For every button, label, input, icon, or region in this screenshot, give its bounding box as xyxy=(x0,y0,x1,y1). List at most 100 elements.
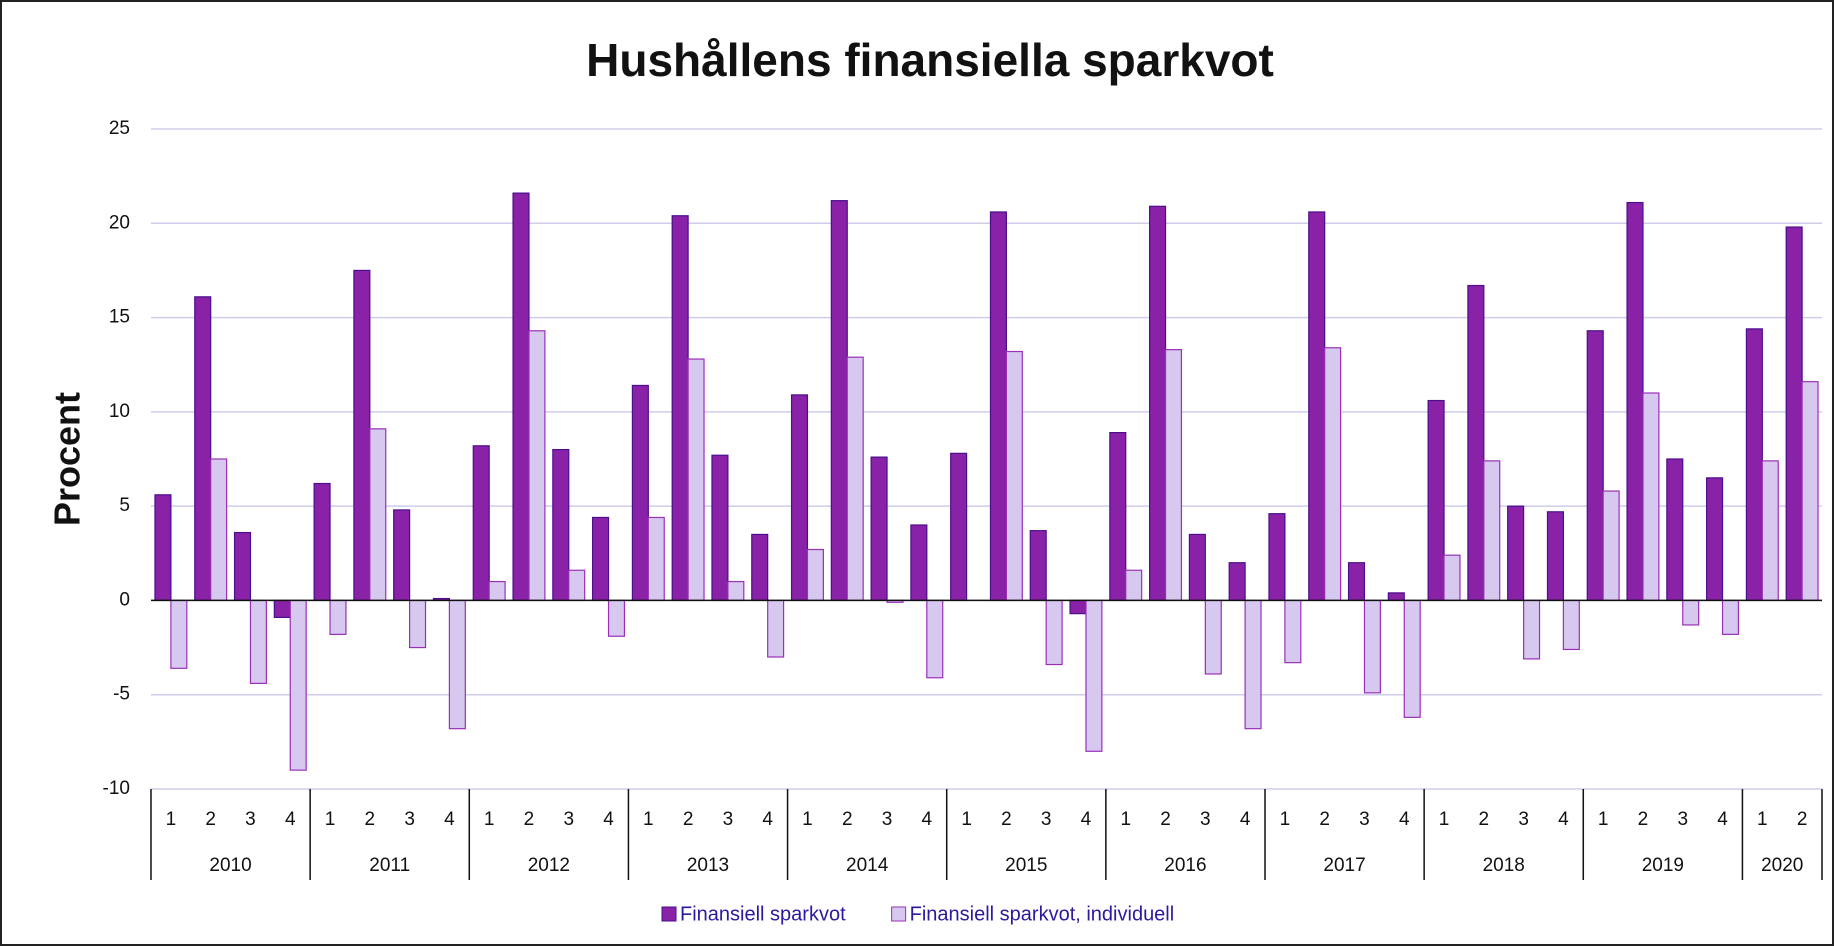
bar xyxy=(926,599,944,679)
x-tick-label: 1 xyxy=(643,809,654,830)
bar xyxy=(1761,460,1779,602)
legend-swatch xyxy=(661,906,677,922)
chart-title: Hushållens finansiella sparkvot xyxy=(586,34,1274,86)
bar xyxy=(647,516,665,602)
bar xyxy=(1085,599,1103,752)
bar xyxy=(607,599,626,637)
y-axis-label: Procent xyxy=(47,392,88,526)
bar xyxy=(409,599,427,649)
x-group-label: 2010 xyxy=(209,855,251,876)
x-group-label: 2020 xyxy=(1761,855,1803,876)
legend-swatch xyxy=(891,906,907,922)
x-tick-label: 3 xyxy=(1677,809,1688,830)
x-tick-label: 3 xyxy=(1359,809,1370,830)
bar xyxy=(1721,599,1740,635)
bar xyxy=(1204,599,1222,675)
bar xyxy=(1546,511,1564,602)
bar xyxy=(1387,592,1405,602)
bar xyxy=(154,494,172,602)
bar xyxy=(910,524,928,602)
bar xyxy=(552,448,570,602)
bar xyxy=(528,330,546,602)
bar xyxy=(711,454,729,602)
x-tick-label: 1 xyxy=(484,809,495,830)
bar xyxy=(1467,284,1485,602)
bar xyxy=(1801,381,1819,602)
x-tick-label: 4 xyxy=(285,809,296,830)
bar xyxy=(1284,599,1302,664)
x-tick-label: 3 xyxy=(563,809,574,830)
x-tick-label: 2 xyxy=(1160,809,1171,830)
bar xyxy=(592,516,610,602)
bar xyxy=(1244,599,1262,730)
bar xyxy=(1347,562,1366,602)
bar xyxy=(1005,350,1023,602)
bar xyxy=(1149,205,1167,602)
bar xyxy=(289,599,307,771)
bar xyxy=(1523,599,1541,660)
bar xyxy=(512,192,530,602)
x-tick-label: 2 xyxy=(683,809,694,830)
bar xyxy=(671,215,689,602)
x-tick-label: 4 xyxy=(762,809,773,830)
y-tick-label: 15 xyxy=(109,307,130,328)
x-tick-label: 2 xyxy=(1319,809,1330,830)
bar xyxy=(631,384,649,602)
bar xyxy=(1324,347,1342,602)
bar xyxy=(870,456,888,602)
x-tick-label: 1 xyxy=(325,809,336,830)
bar xyxy=(1706,477,1724,602)
bar xyxy=(1626,201,1644,602)
bar xyxy=(1507,505,1525,602)
bar xyxy=(989,211,1007,602)
bar xyxy=(233,531,252,602)
bar xyxy=(273,599,291,619)
bar xyxy=(1666,458,1684,602)
bar xyxy=(1682,599,1700,626)
bar xyxy=(1363,599,1381,694)
bar xyxy=(1483,460,1501,602)
bar xyxy=(472,445,490,602)
bar xyxy=(790,394,809,602)
bar xyxy=(1045,599,1063,666)
x-group-label: 2016 xyxy=(1164,855,1206,876)
x-tick-label: 1 xyxy=(1757,809,1768,830)
x-tick-label: 4 xyxy=(444,809,455,830)
bar xyxy=(1602,490,1620,602)
bar xyxy=(1403,599,1421,718)
x-tick-label: 4 xyxy=(1399,809,1410,830)
bar xyxy=(393,509,411,602)
bar xyxy=(767,599,785,658)
y-tick-label: 0 xyxy=(119,589,130,610)
bar xyxy=(1427,399,1445,602)
x-tick-label: 2 xyxy=(365,809,376,830)
bar xyxy=(1109,432,1127,602)
bar xyxy=(727,580,745,602)
bar xyxy=(1745,328,1763,602)
x-tick-label: 4 xyxy=(1558,809,1569,830)
bar xyxy=(1029,530,1047,602)
x-tick-label: 2 xyxy=(1001,809,1012,830)
x-tick-label: 4 xyxy=(603,809,614,830)
x-tick-label: 2 xyxy=(842,809,853,830)
x-tick-label: 1 xyxy=(1439,809,1450,830)
x-tick-label: 3 xyxy=(245,809,256,830)
bar xyxy=(846,356,864,602)
x-tick-label: 2 xyxy=(205,809,216,830)
x-tick-label: 3 xyxy=(1518,809,1529,830)
x-tick-label: 2 xyxy=(524,809,535,830)
bar xyxy=(313,482,331,602)
x-tick-label: 2 xyxy=(1797,809,1808,830)
bar xyxy=(751,533,769,602)
y-tick-label: 10 xyxy=(109,401,130,422)
legend-label: Finansiell sparkvot, individuell xyxy=(910,903,1175,925)
x-tick-label: 4 xyxy=(922,809,933,830)
x-tick-label: 3 xyxy=(882,809,893,830)
bar xyxy=(210,458,228,602)
bar xyxy=(448,599,466,730)
x-tick-label: 4 xyxy=(1081,809,1092,830)
x-tick-label: 1 xyxy=(1280,809,1291,830)
bar xyxy=(1188,533,1206,602)
x-group-label: 2013 xyxy=(687,855,729,876)
